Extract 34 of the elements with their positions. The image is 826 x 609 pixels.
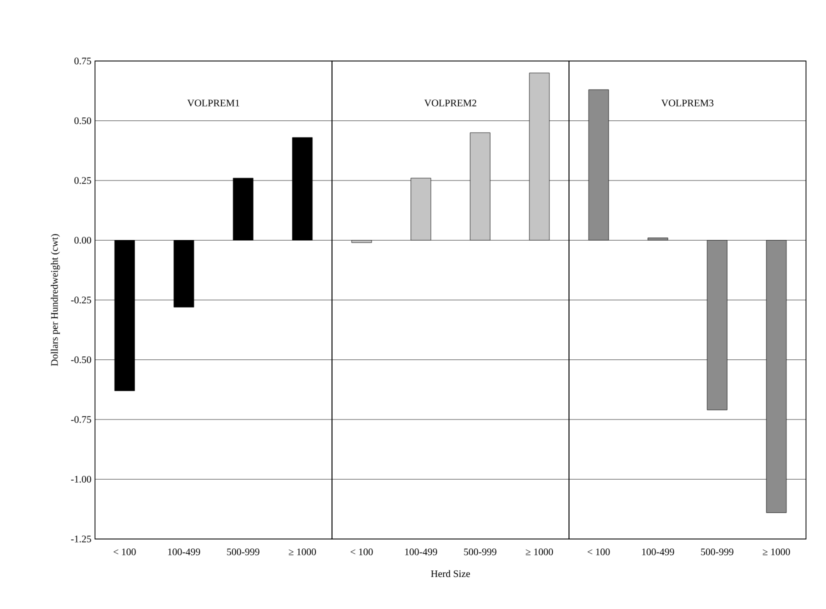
- bar: [410, 178, 432, 240]
- bar: [470, 132, 490, 240]
- y-tick-label: -1.00: [71, 476, 92, 483]
- x-tick-label: 500-999: [227, 548, 260, 556]
- bar: [529, 72, 550, 240]
- y-tick-label: -0.75: [71, 416, 92, 423]
- y-tick-label: -0.25: [71, 296, 92, 304]
- y-axis-title: Dollars per Hundredweight (cwt): [50, 234, 60, 366]
- x-tick-label: 100-499: [642, 548, 674, 556]
- y-tick-label: 0.75: [74, 58, 92, 64]
- bar: [351, 240, 372, 243]
- x-tick-label: < 100: [588, 548, 610, 556]
- x-tick-label: 500-999: [701, 548, 734, 556]
- bar: [114, 240, 135, 392]
- bar: [232, 178, 254, 240]
- x-tick-label: < 100: [114, 548, 136, 556]
- y-tick-label: -1.25: [71, 536, 92, 542]
- x-tick-label: ≥ 1000: [526, 548, 553, 556]
- bar: [292, 137, 313, 240]
- text: VOLPREM1: [187, 100, 240, 106]
- text: VOLPREM3: [661, 100, 714, 106]
- x-axis-title: Herd Size: [431, 570, 470, 578]
- x-tick-label: 100-499: [405, 548, 438, 556]
- x-tick-label: 100-499: [168, 548, 200, 556]
- x-tick-label: ≥ 1000: [762, 548, 790, 556]
- x-tick-label: ≥ 1000: [288, 548, 316, 556]
- y-tick-label: -0.50: [71, 356, 92, 364]
- y-tick-label: 0.00: [74, 236, 92, 244]
- y-tick-label: 0.25: [74, 177, 92, 184]
- x-tick-label: 500-999: [464, 548, 496, 556]
- x-tick-label: < 100: [350, 548, 373, 556]
- y-tick-label: 0.50: [74, 117, 92, 124]
- text: VOLPREM2: [424, 100, 476, 106]
- bar: [174, 240, 194, 308]
